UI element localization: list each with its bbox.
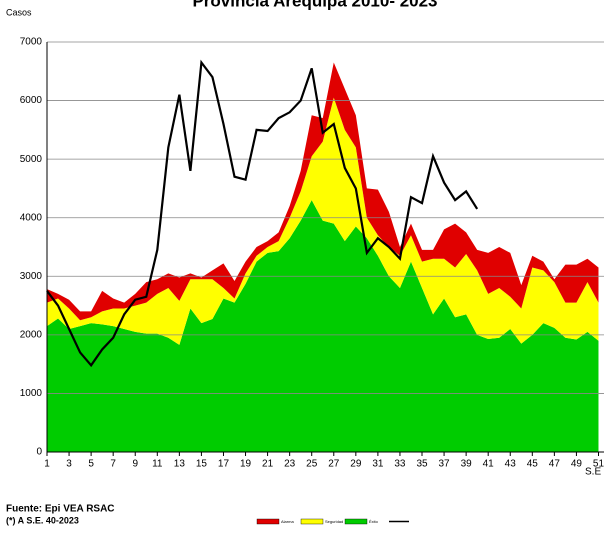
x-tick-label: 7 <box>110 459 116 470</box>
x-tick-label: 9 <box>132 459 138 470</box>
x-tick-label: 49 <box>571 459 583 470</box>
y-tick-label: 7000 <box>20 37 43 48</box>
x-tick-label: 31 <box>372 459 384 470</box>
y-tick-label: 6000 <box>20 95 43 106</box>
x-tick-label: 29 <box>350 459 362 470</box>
y-tick-label: 5000 <box>20 154 43 165</box>
x-tick-label: 1 <box>44 459 50 470</box>
line <box>46 59 479 368</box>
x-tick-label: 45 <box>527 459 539 470</box>
x-axis-label: S.E <box>585 467 601 478</box>
x-tick-label: 17 <box>218 459 230 470</box>
x-tick-label: 13 <box>174 459 186 470</box>
note: (*) A S.E. 40-2023 <box>6 515 79 525</box>
x-tick-label: 43 <box>505 459 517 470</box>
source: Fuente: Epi VEA RSAC <box>6 504 115 515</box>
legend-label: Alarma <box>281 519 294 524</box>
x-tick-label: 11 <box>152 459 163 470</box>
x-tick-label: 23 <box>284 459 296 470</box>
y-tick-label: 3000 <box>20 271 43 282</box>
plot-lines <box>46 59 479 368</box>
area <box>47 97 599 345</box>
x-tick-label: 25 <box>306 459 318 470</box>
x-tick-label: 35 <box>416 459 428 470</box>
legend-label: Éxito <box>369 519 379 524</box>
plot-areas <box>47 62 599 452</box>
x-tick-label: 15 <box>196 459 208 470</box>
x-tick-label: 3 <box>66 459 72 470</box>
legend-swatch <box>256 518 280 525</box>
legend-swatch <box>300 518 324 525</box>
x-tick-label: 47 <box>549 459 561 470</box>
x-tick-label: 5 <box>88 459 94 470</box>
y-axis-label: Casos <box>6 7 32 17</box>
area <box>47 200 599 452</box>
legend-label: Seguridad <box>325 519 343 524</box>
area <box>47 62 599 321</box>
x-tick-label: 41 <box>483 459 495 470</box>
y-tick-label: 0 <box>36 447 42 458</box>
y-tick-label: 2000 <box>20 329 43 340</box>
x-tick-label: 33 <box>394 459 406 470</box>
x-tick-label: 37 <box>439 459 451 470</box>
x-tick-label: 21 <box>262 459 274 470</box>
x-tick-label: 19 <box>240 459 252 470</box>
chart-title: Provincia Arequipa 2010- 2023 <box>192 0 437 10</box>
x-tick-label: 27 <box>328 459 340 470</box>
y-tick-label: 4000 <box>20 212 43 223</box>
y-tick-label: 1000 <box>20 388 43 399</box>
x-tick-label: 39 <box>461 459 473 470</box>
x-tick-label: 51 <box>593 459 605 470</box>
legend-swatch <box>344 518 368 525</box>
